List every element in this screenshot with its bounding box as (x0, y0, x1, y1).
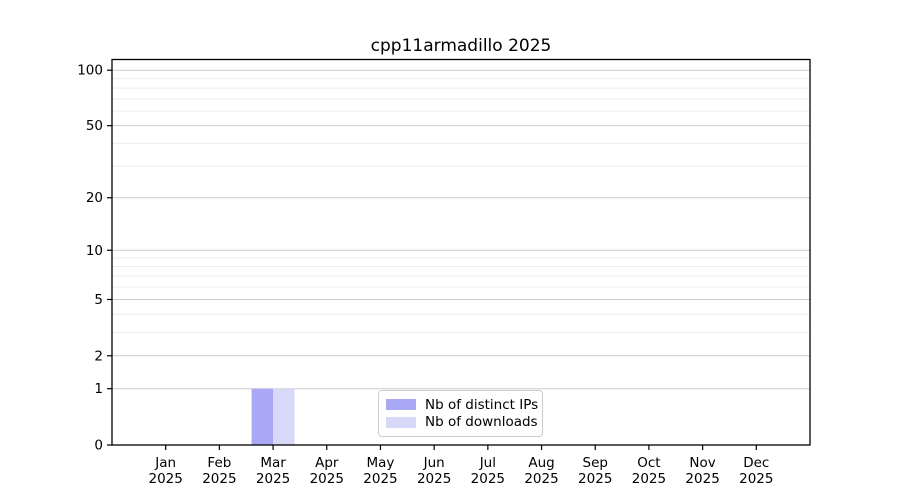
x-tick-label-month: Nov (689, 455, 715, 471)
x-tick-label-month: Feb (207, 455, 231, 471)
y-tick-label: 1 (94, 381, 103, 397)
x-tick-label-year: 2025 (685, 471, 719, 487)
x-tick-label-month: Sep (583, 455, 608, 471)
x-tick-label-year: 2025 (256, 471, 290, 487)
x-tick-label-year: 2025 (149, 471, 183, 487)
x-tick-label-month: Oct (637, 455, 660, 471)
y-tick-label: 20 (86, 190, 103, 206)
x-tick-label-month: May (367, 455, 395, 471)
x-tick-label-year: 2025 (310, 471, 344, 487)
legend-item-downloads: Nb of downloads (386, 414, 538, 431)
x-tick-label-month: Jul (479, 455, 496, 471)
chart-title: cpp11armadillo 2025 (370, 36, 552, 56)
x-tick-label-year: 2025 (363, 471, 397, 487)
x-tick-label-year: 2025 (202, 471, 236, 487)
y-tick-label: 10 (86, 243, 103, 259)
x-tick-label-month: Apr (315, 455, 339, 471)
y-tick-label: 100 (77, 63, 103, 79)
x-tick-label-month: Mar (260, 455, 286, 471)
legend: Nb of distinct IPs Nb of downloads (378, 390, 543, 437)
bar-nb-of-downloads (273, 388, 295, 445)
x-tick-label-month: Jun (423, 455, 445, 471)
x-tick-label-year: 2025 (471, 471, 505, 487)
x-tick-label-month: Dec (743, 455, 769, 471)
x-tick-label-month: Jan (154, 455, 176, 471)
legend-swatch-distinct-ips (386, 399, 416, 411)
x-tick-label-year: 2025 (417, 471, 451, 487)
x-tick-label-year: 2025 (524, 471, 558, 487)
legend-label-downloads: Nb of downloads (425, 414, 538, 431)
legend-label-distinct-ips: Nb of distinct IPs (425, 396, 539, 413)
y-tick-label: 5 (94, 292, 103, 308)
x-tick-label-month: Aug (528, 455, 554, 471)
x-tick-label-year: 2025 (739, 471, 773, 487)
y-tick-label: 2 (94, 348, 103, 364)
plot-border (111, 58, 811, 446)
legend-swatch-downloads (386, 416, 416, 428)
legend-item-distinct-ips: Nb of distinct IPs (386, 396, 538, 413)
x-tick-label-year: 2025 (632, 471, 666, 487)
y-tick-label: 50 (86, 118, 103, 134)
x-tick-label-year: 2025 (578, 471, 612, 487)
y-tick-label: 0 (94, 438, 103, 454)
bar-nb-of-distinct-ips (251, 388, 274, 445)
